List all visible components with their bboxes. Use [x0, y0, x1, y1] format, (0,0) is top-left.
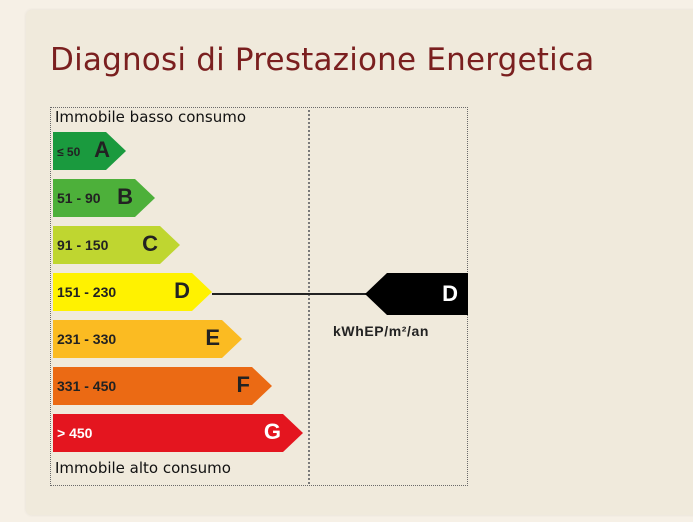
unit-label: kWhEP/m²/an — [333, 323, 430, 339]
class-letter: D — [174, 278, 190, 303]
low-consumption-label: Immobile basso consumo — [55, 108, 247, 126]
class-range: 51 - 90 — [57, 190, 101, 206]
scale-divider — [308, 110, 310, 484]
class-bar-f: 331 - 450 F — [53, 367, 272, 405]
class-letter: F — [236, 372, 250, 397]
current-rating-marker: D — [365, 273, 468, 315]
class-range: > 450 — [57, 425, 93, 441]
class-bar-e: 231 - 330 E — [53, 320, 242, 358]
current-rating-letter: D — [442, 281, 458, 306]
class-letter: G — [263, 419, 281, 444]
class-letter: B — [117, 184, 133, 209]
class-range: 231 - 330 — [57, 331, 117, 347]
class-letter: C — [142, 231, 158, 256]
class-bar-g: > 450 G — [53, 414, 303, 452]
class-range: 91 - 150 — [57, 237, 109, 253]
class-bar-d: 151 - 230 D — [53, 273, 212, 311]
card-title: Diagnosi di Prestazione Energetica — [50, 42, 595, 78]
class-range: 151 - 230 — [57, 284, 117, 300]
high-consumption-label: Immobile alto consumo — [55, 459, 231, 477]
class-letter: A — [94, 137, 110, 162]
class-bar-b: 51 - 90 B — [53, 179, 155, 217]
rating-pointer-line — [212, 293, 372, 295]
class-letter: E — [205, 325, 220, 350]
class-bar-c: 91 - 150 C — [53, 226, 180, 264]
class-range: 331 - 450 — [57, 378, 117, 394]
class-range: ≤ 50 — [57, 145, 81, 159]
